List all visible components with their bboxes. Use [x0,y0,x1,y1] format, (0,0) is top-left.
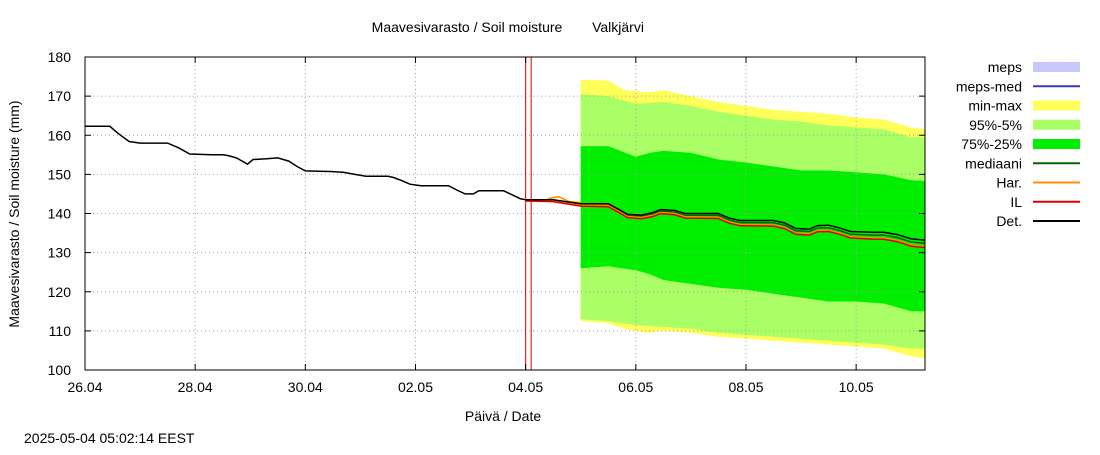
chart-location: Valkjärvi [592,19,644,35]
legend-label: meps-med [956,78,1022,94]
bands-layer [580,79,925,359]
y-tick-label: 100 [48,362,72,378]
series-il [525,200,926,249]
series-har [525,199,926,248]
x-axis-label: Päivä / Date [465,408,541,424]
legend-swatch [1033,119,1080,130]
legend-label: 95%-5% [969,117,1022,133]
y-tick-label: 110 [49,323,72,339]
y-tick-label: 150 [48,166,72,182]
chart-title: Maavesivarasto / Soil moisture [372,19,563,35]
y-tick-label: 180 [48,49,72,65]
series-mediaani [525,199,926,244]
legend-label: mediaani [965,155,1022,171]
legend-swatch [1033,139,1080,149]
legend-label: 75%-25% [961,136,1022,152]
x-tick-label: 06.05 [618,379,653,395]
series-har-tail [547,195,581,204]
grid-layer [85,57,925,370]
legend-label: IL [1010,194,1022,210]
x-tick-label: 26.04 [67,379,102,395]
y-tick-label: 170 [48,88,72,104]
y-tick-label: 140 [48,206,72,222]
lines-layer [85,57,926,370]
y-tick-label: 130 [48,245,72,261]
x-tick-label: 28.04 [178,379,213,395]
x-tick-label: 10.05 [839,379,874,395]
x-tick-label: 30.04 [288,379,323,395]
x-tick-label: 04.05 [508,379,543,395]
legend-label: min-max [968,98,1022,114]
y-tick-label: 120 [48,284,72,300]
y-axis-label: Maavesivarasto / Soil moisture (mm) [6,100,22,327]
legend-swatch [1033,100,1080,111]
footer-timestamp: 2025-05-04 05:02:14 EEST [24,430,195,446]
legend-label: Det. [996,213,1022,229]
legend: meps meps-med min-max 95%-5% 75%-25% mediaani… [956,59,1080,229]
y-tick-label: 160 [48,127,72,143]
x-tick-label: 08.05 [728,379,763,395]
legend-label: meps [988,59,1022,75]
band-75-25 [580,146,925,312]
legend-label: Har. [996,175,1022,191]
series-det [85,125,926,241]
axes-layer: 100 110 120 130 140 150 160 170 180 26.04 28.04 30.… [48,49,926,395]
legend-swatch [1033,62,1080,72]
x-tick-label: 02.05 [398,379,433,395]
